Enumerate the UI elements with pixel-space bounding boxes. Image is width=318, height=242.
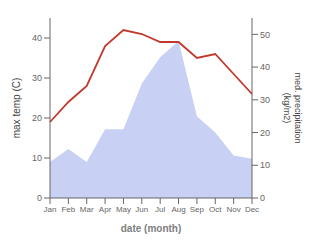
svg-text:Jul: Jul	[155, 205, 165, 214]
svg-text:Dec: Dec	[245, 205, 259, 214]
svg-text:20: 20	[260, 128, 270, 138]
svg-text:30: 30	[32, 73, 42, 83]
svg-text:Oct: Oct	[209, 205, 222, 214]
svg-text:40: 40	[32, 33, 42, 43]
svg-text:20: 20	[32, 113, 42, 123]
svg-text:Feb: Feb	[61, 205, 75, 214]
svg-text:10: 10	[260, 160, 270, 170]
svg-text:Jan: Jan	[44, 205, 57, 214]
svg-text:May: May	[116, 205, 131, 214]
svg-text:40: 40	[260, 62, 270, 72]
svg-text:10: 10	[32, 153, 42, 163]
svg-text:med. precipitation(kg/m2): med. precipitation(kg/m2)	[282, 72, 303, 143]
svg-text:30: 30	[260, 95, 270, 105]
svg-text:Jun: Jun	[135, 205, 148, 214]
svg-text:max temp (C): max temp (C)	[11, 78, 22, 139]
svg-text:Apr: Apr	[99, 205, 112, 214]
svg-text:Nov: Nov	[227, 205, 241, 214]
svg-text:0: 0	[37, 193, 42, 203]
svg-text:50: 50	[260, 30, 270, 40]
svg-text:Aug: Aug	[171, 205, 185, 214]
svg-text:date (month): date (month)	[121, 223, 182, 234]
svg-text:Sep: Sep	[190, 205, 205, 214]
svg-text:0: 0	[260, 193, 265, 203]
svg-text:Mar: Mar	[80, 205, 94, 214]
